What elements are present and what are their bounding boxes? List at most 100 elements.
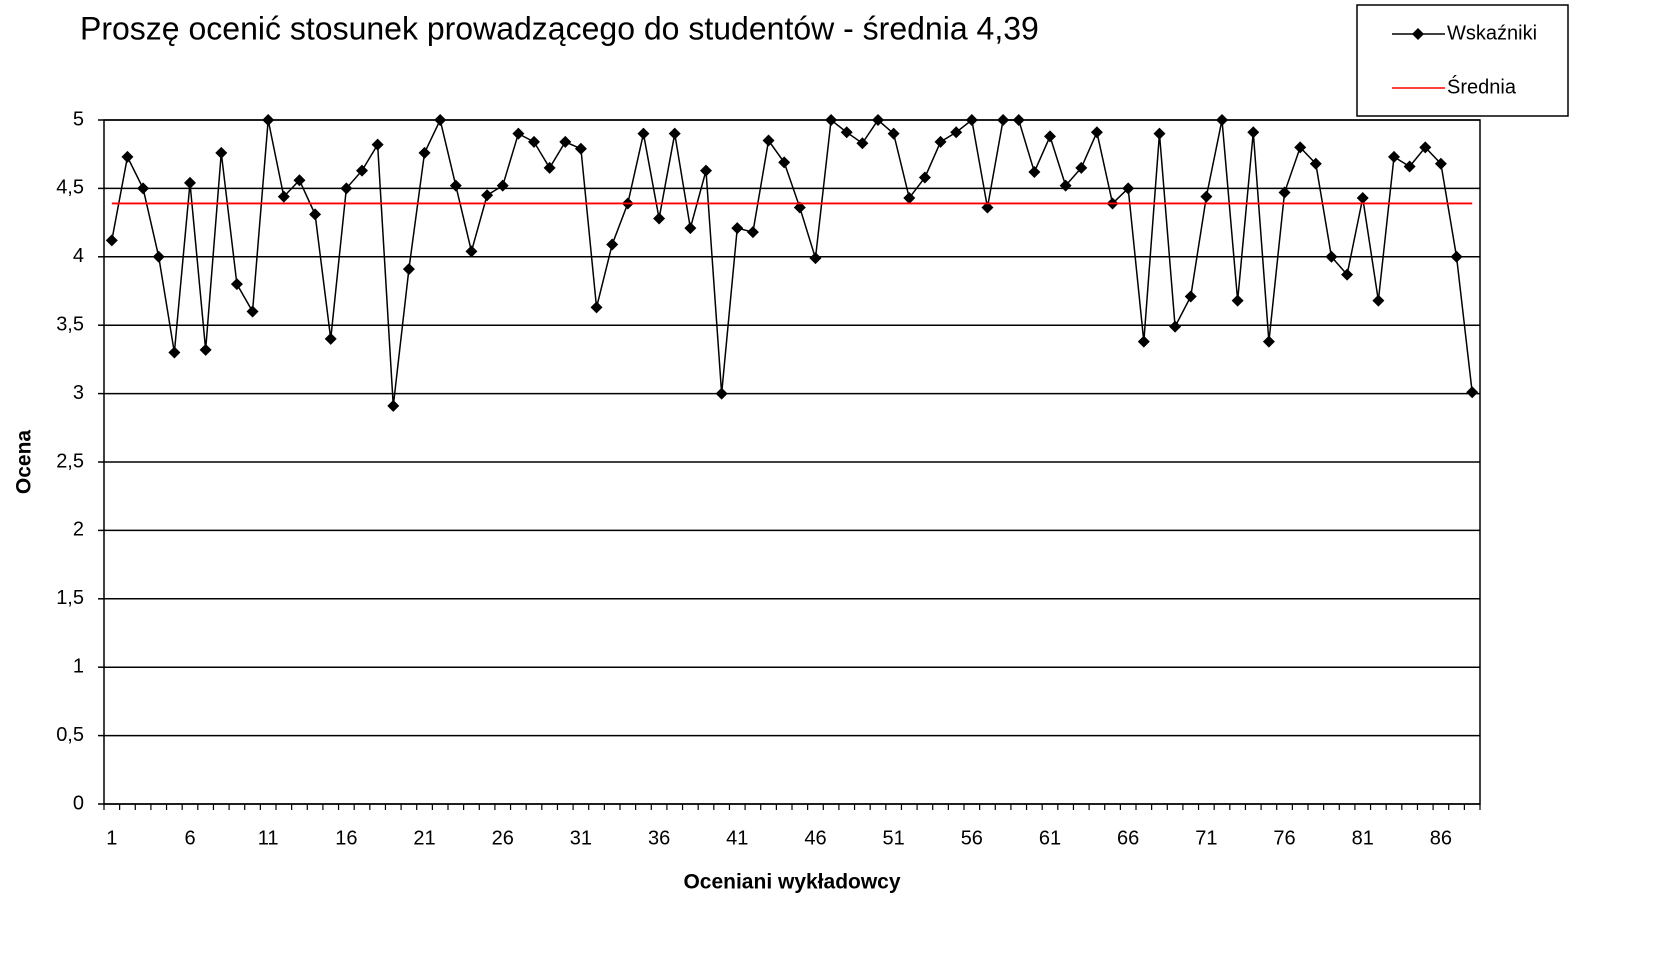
- y-tick-label: 3: [73, 382, 84, 404]
- data-point: [371, 138, 384, 151]
- x-tick-label: 66: [1117, 827, 1139, 849]
- data-point: [934, 135, 947, 148]
- x-tick-label: 36: [648, 827, 670, 849]
- data-point: [199, 343, 212, 356]
- data-point: [559, 135, 572, 148]
- data-point: [215, 146, 228, 159]
- data-point: [1090, 126, 1103, 139]
- data-point: [434, 114, 447, 126]
- data-point: [1169, 320, 1182, 333]
- x-tick-label: 81: [1352, 827, 1374, 849]
- x-tick-label: 1: [106, 827, 117, 849]
- y-axis-label: Ocena: [13, 430, 36, 495]
- data-point: [574, 142, 587, 155]
- x-tick-label: 41: [726, 827, 748, 849]
- data-point: [465, 245, 478, 258]
- data-point: [121, 150, 134, 163]
- x-tick-label: 71: [1195, 827, 1217, 849]
- data-point: [1200, 190, 1213, 203]
- data-point: [1059, 179, 1072, 192]
- data-point: [715, 387, 728, 400]
- data-point: [1403, 160, 1416, 173]
- data-point: [653, 212, 666, 225]
- data-point: [1466, 386, 1479, 399]
- data-point: [840, 126, 853, 139]
- data-point: [402, 263, 415, 276]
- legend-marker: [1412, 28, 1424, 40]
- x-tick-label: 51: [883, 827, 905, 849]
- data-point: [293, 174, 306, 187]
- data-point: [1434, 157, 1447, 170]
- data-point: [1184, 290, 1197, 303]
- data-point: [1309, 157, 1322, 170]
- data-point: [981, 201, 994, 214]
- legend-label: Średnia: [1447, 74, 1517, 98]
- data-point: [418, 146, 431, 159]
- data-point: [997, 114, 1010, 126]
- data-point: [277, 190, 290, 203]
- data-point: [1028, 165, 1041, 178]
- data-point: [356, 164, 368, 177]
- data-point: [731, 222, 744, 235]
- y-tick-label: 0: [73, 792, 84, 814]
- data-point: [481, 189, 494, 202]
- data-point: [1294, 141, 1307, 154]
- x-tick-label: 21: [413, 827, 435, 849]
- legend-box: [1356, 4, 1569, 117]
- x-tick-label: 31: [570, 827, 592, 849]
- data-point: [152, 250, 165, 263]
- data-point: [1278, 186, 1291, 199]
- data-point: [778, 156, 791, 169]
- x-tick-label: 11: [258, 827, 279, 849]
- x-axis-label: Oceniani wykładowcy: [683, 871, 900, 894]
- data-point: [1325, 250, 1338, 263]
- data-point: [1137, 335, 1150, 348]
- legend-label: Wskaźniki: [1447, 22, 1537, 44]
- data-point: [746, 226, 759, 239]
- data-point: [230, 278, 243, 291]
- data-point: [512, 127, 525, 140]
- chart-title: Proszę ocenić stosunek prowadzącego do s…: [80, 10, 1039, 46]
- x-tick-label: 86: [1430, 827, 1452, 849]
- data-point: [637, 127, 650, 140]
- data-point: [1247, 126, 1260, 139]
- y-tick-label: 3,5: [56, 313, 84, 335]
- data-point: [918, 171, 931, 184]
- data-point: [793, 201, 806, 214]
- data-point: [700, 164, 712, 177]
- data-point: [887, 127, 900, 140]
- y-tick-label: 0,5: [56, 724, 84, 746]
- x-tick-label: 6: [184, 827, 195, 849]
- data-point: [1231, 294, 1244, 307]
- data-point: [387, 399, 400, 412]
- data-point: [606, 238, 619, 251]
- data-point: [449, 179, 462, 192]
- y-tick-label: 4: [73, 245, 84, 267]
- data-point: [184, 176, 196, 189]
- y-tick-label: 1: [73, 655, 84, 677]
- data-point: [856, 137, 869, 150]
- data-point: [872, 114, 884, 126]
- data-point: [1044, 130, 1056, 143]
- data-point: [684, 222, 697, 235]
- x-tick-label: 16: [335, 827, 357, 849]
- data-point: [309, 208, 322, 221]
- x-tick-label: 26: [492, 827, 514, 849]
- y-tick-label: 4,5: [56, 177, 84, 199]
- x-tick-label: 56: [961, 827, 983, 849]
- data-point: [168, 346, 181, 359]
- data-point: [1262, 335, 1275, 348]
- data-point: [809, 252, 822, 265]
- data-point: [1216, 114, 1228, 126]
- data-point: [903, 191, 916, 204]
- data-point: [528, 135, 540, 148]
- data-point: [1341, 268, 1354, 281]
- data-point: [1122, 182, 1135, 195]
- data-point: [1153, 127, 1166, 140]
- data-point: [668, 127, 681, 140]
- data-point: [950, 126, 963, 139]
- data-point: [1450, 250, 1463, 263]
- y-tick-label: 1,5: [56, 587, 84, 609]
- data-point: [1012, 114, 1025, 126]
